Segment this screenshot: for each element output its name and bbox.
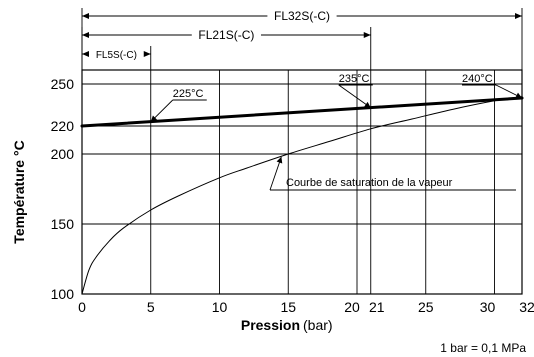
annotation-leader — [338, 84, 372, 109]
model-ranges: FL32S(-C) FL21S(-C) FL5S(-C) — [81, 8, 523, 70]
range-arrowhead — [82, 13, 89, 19]
unit-conversion-note: 1 bar = 0,1 MPa — [440, 341, 526, 355]
tick-labels: 0 5 10 15 20 21 25 30 32 100 150 200 220 250 — [51, 76, 534, 315]
x-axis-title: Pression — [241, 317, 300, 333]
x-tick-label: 20 — [344, 299, 360, 315]
point-annotation-label: 240°C — [462, 73, 493, 85]
saturation-arrowhead — [276, 156, 283, 164]
range-arrowhead — [515, 13, 522, 19]
range-label: FL32S(-C) — [274, 9, 330, 23]
annotation-arrowhead — [364, 101, 371, 108]
x-tick-label: 10 — [212, 299, 228, 315]
annotations: 225°C 235°C 240°C Courbe de saturation de l… — [150, 73, 523, 191]
x-tick-label: 21 — [369, 299, 385, 315]
range-arrowhead — [82, 32, 89, 38]
y-tick-label: 150 — [51, 216, 75, 232]
range-label: FL21S(-C) — [198, 28, 254, 42]
range-label: FL5S(-C) — [96, 50, 137, 61]
y-tick-label: 100 — [51, 286, 75, 302]
range-arrowhead — [82, 51, 89, 57]
x-tick-label: 5 — [147, 299, 155, 315]
x-tick-label: 0 — [78, 299, 86, 315]
range-arrowhead — [363, 32, 371, 38]
point-annotation-label: 225°C — [173, 88, 204, 100]
annotation-arrowhead — [515, 92, 522, 98]
x-tick-label: 25 — [418, 299, 434, 315]
x-axis-unit: (bar) — [303, 317, 333, 333]
y-axis-title: Température °C — [11, 140, 27, 243]
y-tick-label: 250 — [51, 76, 75, 92]
point-annotation-label: 235°C — [339, 73, 370, 85]
y-tick-label: 220 — [51, 118, 75, 134]
max-temperature-line — [80, 96, 524, 128]
y-tick-label: 200 — [51, 146, 75, 162]
saturation-curve-label: Courbe de saturation de la vapeur — [286, 177, 453, 189]
range-arrowhead — [143, 51, 151, 57]
x-tick-label: 15 — [280, 299, 296, 315]
series — [80, 96, 524, 295]
saturation-curve — [81, 96, 523, 295]
annotation-arrowhead — [150, 115, 158, 122]
x-tick-label: 32 — [519, 299, 534, 315]
x-tick-label: 30 — [480, 299, 496, 315]
